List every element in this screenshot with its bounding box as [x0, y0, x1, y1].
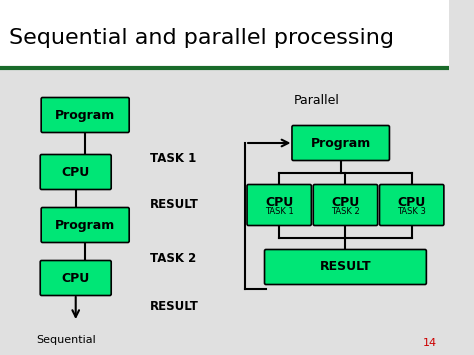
Text: RESULT: RESULT [319, 261, 371, 273]
FancyBboxPatch shape [247, 185, 311, 225]
FancyBboxPatch shape [0, 0, 448, 68]
Text: TASK 2: TASK 2 [149, 251, 196, 264]
Text: TASK 1: TASK 1 [149, 152, 196, 164]
Text: Program: Program [55, 109, 115, 121]
Text: CPU: CPU [331, 196, 360, 208]
Text: CPU: CPU [62, 165, 90, 179]
Text: Program: Program [310, 137, 371, 149]
Text: 14: 14 [423, 338, 437, 348]
Text: CPU: CPU [398, 196, 426, 208]
FancyBboxPatch shape [380, 185, 444, 225]
FancyBboxPatch shape [41, 208, 129, 242]
FancyBboxPatch shape [292, 126, 390, 160]
Text: RESULT: RESULT [149, 300, 199, 312]
Text: Program: Program [55, 218, 115, 231]
Text: Sequential: Sequential [36, 335, 96, 345]
FancyBboxPatch shape [41, 98, 129, 132]
Text: Parallel: Parallel [293, 93, 339, 106]
FancyBboxPatch shape [264, 250, 426, 284]
FancyBboxPatch shape [313, 185, 378, 225]
FancyBboxPatch shape [40, 261, 111, 295]
Text: TASK 3: TASK 3 [397, 208, 426, 217]
Text: CPU: CPU [62, 272, 90, 284]
Text: Sequential and parallel processing: Sequential and parallel processing [9, 28, 394, 48]
Text: TASK 2: TASK 2 [331, 208, 360, 217]
Text: RESULT: RESULT [149, 197, 199, 211]
Text: TASK 1: TASK 1 [265, 208, 293, 217]
Text: CPU: CPU [265, 196, 293, 208]
FancyBboxPatch shape [40, 154, 111, 190]
